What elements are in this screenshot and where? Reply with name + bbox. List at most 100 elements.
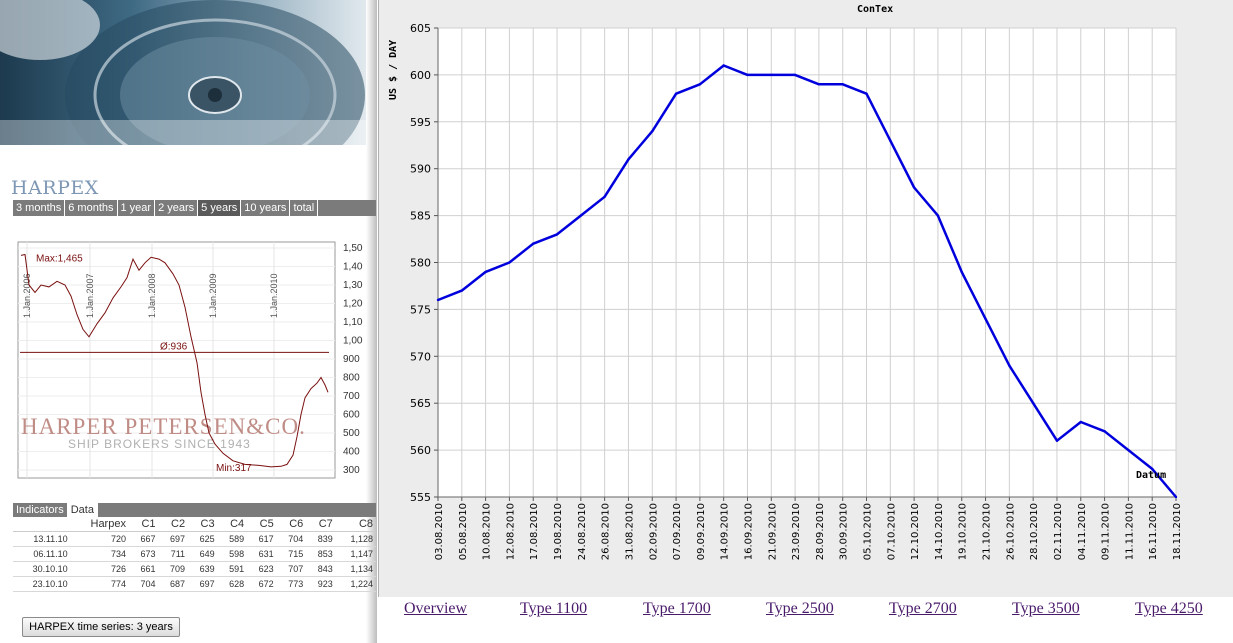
table-cell: 673 (128, 546, 159, 562)
nav-link-type-4250[interactable]: Type 4250 (1135, 600, 1203, 617)
mini-min-label: Min:317 (216, 463, 252, 474)
x-tick-label: 03.08.2010 (434, 503, 445, 560)
x-tick-label: 05.08.2010 (458, 503, 469, 560)
data-point (912, 186, 916, 189)
data-point (865, 92, 868, 95)
table-cell: 1,134 (335, 561, 376, 577)
data-point (841, 83, 844, 86)
column-header (13, 517, 71, 532)
data-tabs: Indicators Data (13, 503, 376, 517)
x-tick-label: 14.09.2010 (720, 503, 731, 560)
range-tab-1-year[interactable]: 1 year (118, 200, 156, 216)
mini-y-tick-label: 700 (343, 391, 360, 402)
table-cell: 697 (158, 531, 189, 547)
compass-image (0, 0, 377, 145)
column-header: C3 (188, 517, 218, 532)
table-cell: 711 (158, 546, 189, 562)
range-tab-5-years[interactable]: 5 years (198, 200, 242, 216)
data-point (770, 73, 773, 77)
x-tick-label: 31.08.2010 (624, 503, 635, 560)
range-tab-total[interactable]: total (290, 200, 319, 216)
y-tick-label: 575 (410, 303, 431, 316)
nav-link-type-1100[interactable]: Type 1100 (520, 600, 588, 617)
x-tick-label: 28.09.2010 (815, 503, 826, 560)
mini-average-label: Ø:936 (160, 341, 188, 352)
column-header: C4 (217, 517, 248, 532)
mini-max-label: Max:1,465 (36, 253, 83, 264)
x-tick-label: 17.08.2010 (529, 503, 540, 560)
data-point (1127, 448, 1130, 452)
x-tick-label: 26.10.2010 (1005, 503, 1016, 560)
nav-link-type-2700[interactable]: Type 2700 (889, 600, 957, 617)
column-header: C1 (128, 517, 159, 532)
table-cell: 709 (158, 561, 189, 577)
table-cell: 598 (217, 546, 248, 562)
mini-year-label: 1.Jan.2009 (208, 273, 218, 318)
x-tick-label: 26.08.2010 (601, 503, 612, 560)
x-tick-label: 16.11.2010 (1148, 503, 1159, 560)
column-header: Harpex (70, 517, 129, 532)
nav-link-type-3500[interactable]: Type 3500 (1012, 600, 1080, 617)
column-header: C7 (306, 517, 336, 532)
x-tick-label: 19.08.2010 (553, 503, 564, 560)
x-tick-label: 28.10.2010 (1029, 503, 1040, 560)
table-cell: 672 (247, 576, 277, 592)
range-tab-3-months[interactable]: 3 months (13, 200, 66, 216)
x-tick-label: 09.09.2010 (696, 503, 707, 560)
y-tick-label: 580 (410, 257, 431, 270)
compass-banner (0, 0, 377, 145)
x-tick-label: 14.10.2010 (934, 503, 945, 560)
data-point (960, 270, 963, 274)
data-point (746, 73, 749, 77)
table-cell: 687 (158, 576, 189, 592)
data-point (603, 195, 606, 198)
data-tab-indicators[interactable]: Indicators (13, 503, 68, 517)
nav-link-type-2500[interactable]: Type 2500 (766, 600, 834, 617)
panel-shadow (366, 0, 377, 643)
y-axis-label: US $ / DAY (388, 40, 399, 100)
harper-petersen-watermark: HARPER PETERSEN&CO. (21, 414, 306, 439)
data-point (793, 73, 797, 77)
harpex-mini-chart: 300 400 500 600 700 800 900 1,000 1,100 1,200 1,30… (17, 241, 363, 479)
table-cell: 591 (217, 561, 248, 577)
mini-y-tick-label: 800 (343, 373, 360, 384)
column-header: C8 (335, 517, 376, 532)
x-tick-label: 04.11.2010 (1077, 503, 1088, 560)
contex-series-line (437, 64, 1177, 498)
x-tick-label: 30.09.2010 (839, 503, 850, 560)
mini-plot-frame (17, 241, 336, 479)
table-cell: 923 (306, 576, 336, 592)
table-cell: 697 (188, 576, 218, 592)
data-point (484, 270, 487, 274)
table-cell: 704 (128, 576, 159, 592)
data-point (1174, 495, 1178, 499)
x-tick-label: 12.10.2010 (910, 503, 921, 560)
range-tab-6-months[interactable]: 6 months (65, 200, 118, 216)
table-cell: 773 (276, 576, 307, 592)
table-row: 13.11.10 720 667 697 625 589 617 704 839 1,128 (13, 531, 376, 547)
row-date: 30.10.10 (13, 561, 71, 577)
data-point (555, 233, 559, 236)
ship-brokers-watermark: SHIP BROKERS SINCE 1943 (68, 437, 251, 451)
harpex-data-table: Harpex C1 C2 C3 C4 C5 C6 C7 C8 13.11.10 720 667 697… (13, 517, 376, 592)
table-cell: 667 (128, 531, 159, 547)
mini-year-label: 1.Jan.2010 (269, 273, 279, 318)
x-tick-label: 11.11.2010 (1124, 503, 1135, 560)
data-point (460, 289, 463, 292)
row-date: 13.11.10 (13, 531, 71, 547)
harpex-series-line (20, 253, 329, 468)
data-tab-data[interactable]: Data (67, 503, 98, 517)
data-point (1151, 467, 1154, 471)
x-tick-label: 19.10.2010 (958, 503, 969, 560)
data-point (627, 158, 630, 161)
data-point (1032, 402, 1035, 405)
x-tick-label: 23.09.2010 (791, 503, 802, 560)
nav-link-overview[interactable]: Overview (404, 600, 468, 617)
range-tabs: 3 months 6 months 1 year 2 years 5 years 10 y… (13, 200, 376, 216)
range-tab-10-years[interactable]: 10 years (241, 200, 291, 216)
y-tick-label: 600 (410, 69, 431, 82)
y-tick-label: 555 (410, 491, 431, 504)
harpex-time-series-button[interactable]: HARPEX time series: 3 years (22, 617, 180, 637)
range-tab-2-years[interactable]: 2 years (155, 200, 199, 216)
nav-link-type-1700[interactable]: Type 1700 (643, 600, 711, 617)
